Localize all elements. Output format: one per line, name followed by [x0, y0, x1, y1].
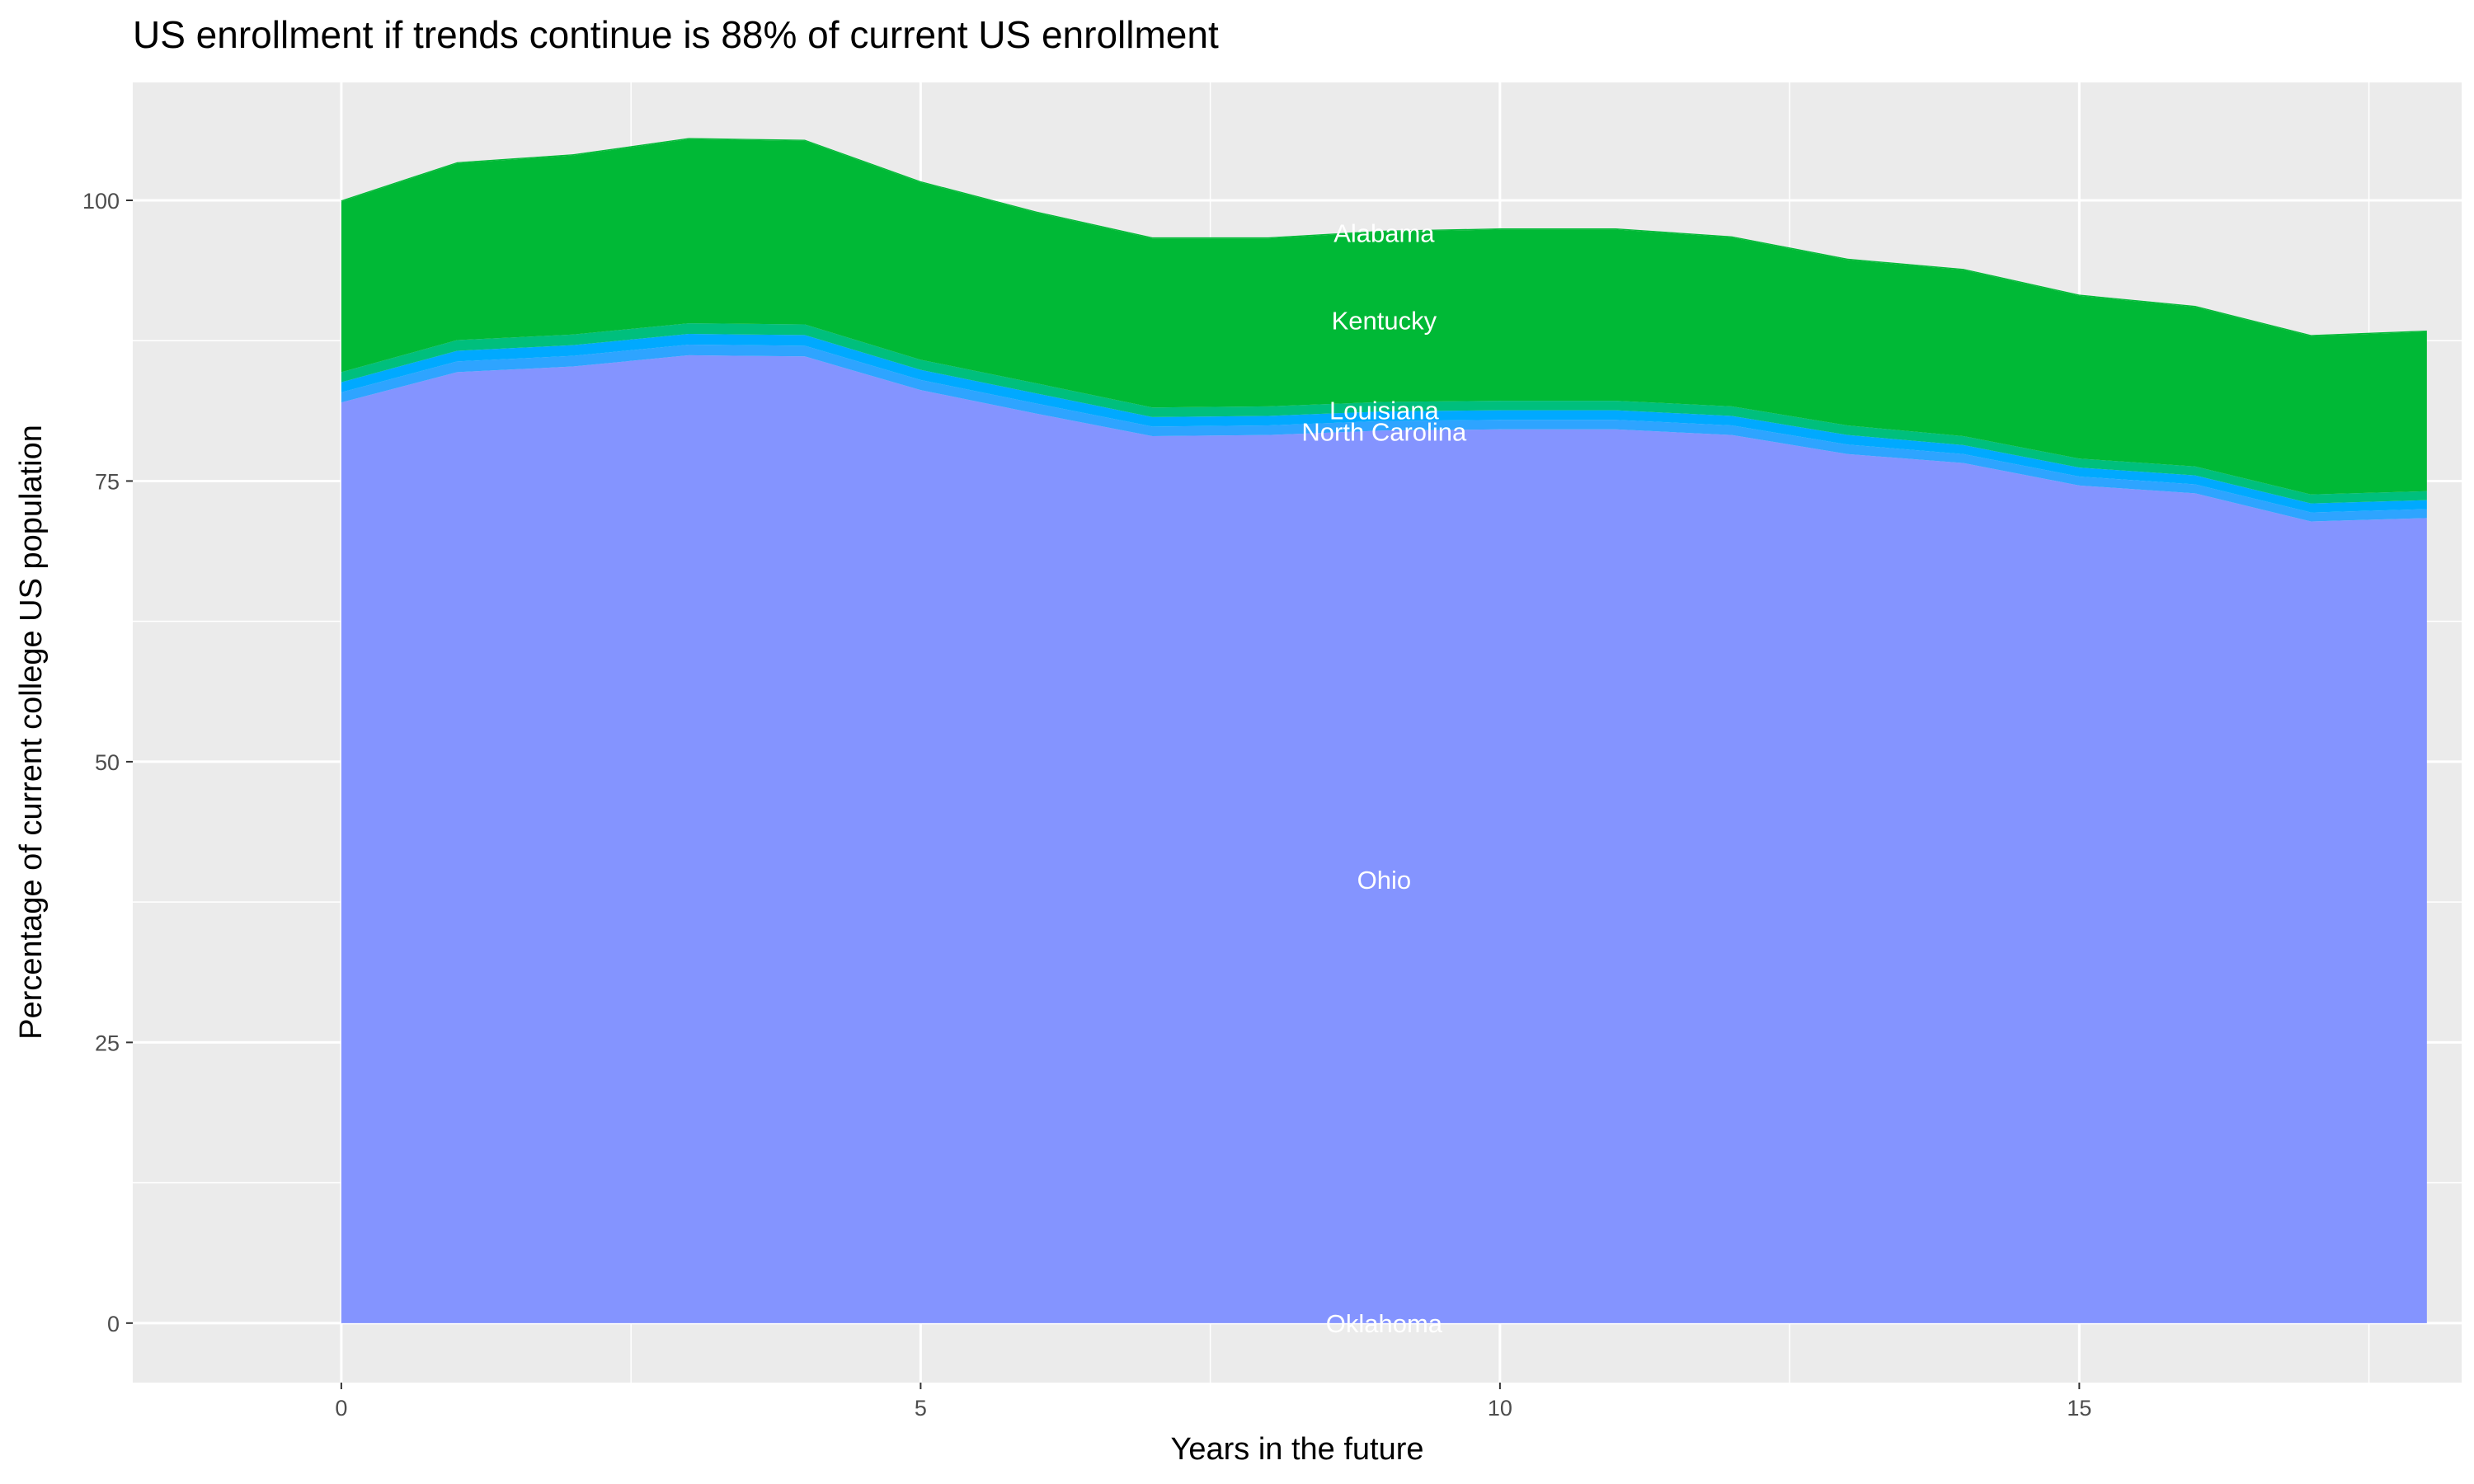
- y-tick-label: 100: [82, 189, 120, 214]
- area-louisiana: [341, 323, 2427, 504]
- y-tick-label: 0: [107, 1312, 120, 1336]
- x-tick-label: 10: [1488, 1396, 1512, 1421]
- x-tick-label: 15: [2067, 1396, 2091, 1421]
- area-label: Louisiana: [1329, 397, 1439, 425]
- y-tick-label: 75: [95, 469, 120, 494]
- y-axis-title: Percentage of current college US populat…: [14, 425, 49, 1040]
- y-tick-label: 25: [95, 1031, 120, 1055]
- area-label: Oklahoma: [1326, 1309, 1443, 1338]
- area-ohio: [341, 355, 2427, 1323]
- area-layers: [341, 138, 2427, 1323]
- y-tick-label: 50: [95, 750, 120, 775]
- area-label: North Carolina: [1301, 418, 1467, 447]
- area-label: Ohio: [1357, 866, 1411, 895]
- x-tick-label: 0: [335, 1396, 347, 1421]
- chart-title: US enrollment if trends continue is 88% …: [133, 13, 1219, 56]
- area-label: Alabama: [1333, 218, 1435, 247]
- x-axis-ticks: 0 5 10 15: [335, 1383, 2091, 1421]
- x-axis-title: Years in the future: [1170, 1432, 1423, 1467]
- area-north-carolina: [341, 344, 2427, 522]
- area-label: Kentucky: [1332, 307, 1437, 336]
- x-tick-label: 5: [915, 1396, 927, 1421]
- area-kentucky: [341, 139, 2427, 495]
- area-unlabeled: [341, 334, 2427, 513]
- y-axis-ticks: 0 25 50 75 100: [82, 189, 133, 1336]
